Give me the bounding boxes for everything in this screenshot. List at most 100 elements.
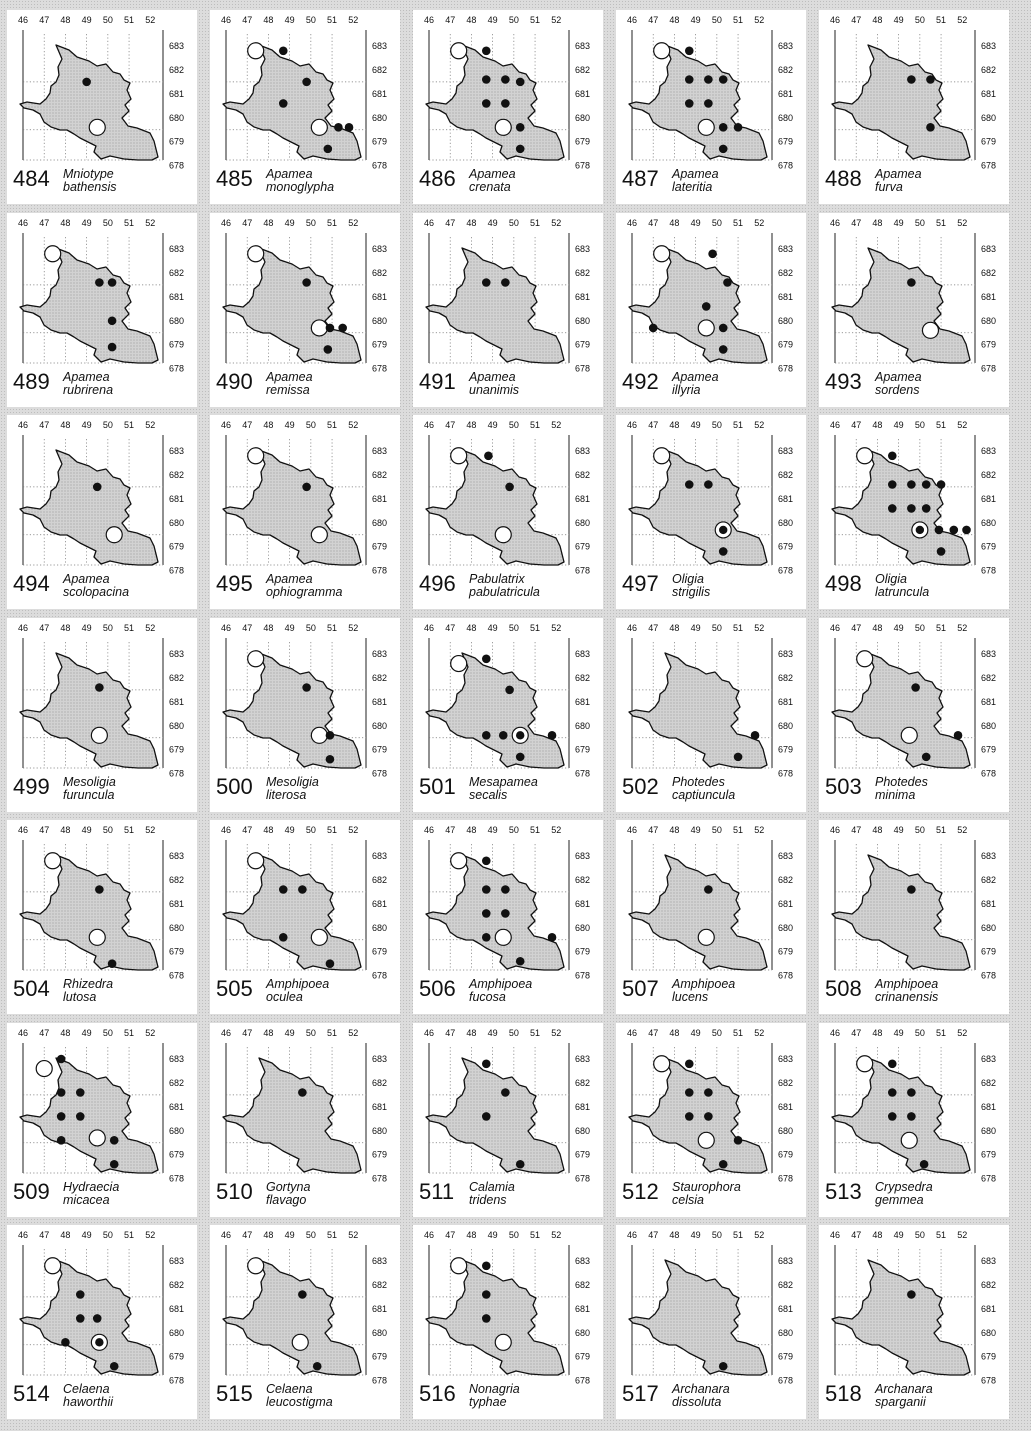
northing-label: 678	[169, 1173, 184, 1182]
easting-label: 51	[530, 1028, 540, 1038]
specific-epithet: haworthii	[63, 1395, 114, 1409]
map-card-495: 46 47 48 49 50 51 52 683 682 681 680 679 678 495 Apame…	[210, 415, 400, 609]
easting-label: 52	[754, 1230, 764, 1240]
easting-label: 51	[530, 623, 540, 633]
genus-name: Apamea	[469, 369, 516, 384]
easting-label: 51	[124, 1230, 134, 1240]
recent-record-dot	[718, 1361, 728, 1371]
easting-label: 47	[39, 218, 49, 228]
old-record-circle	[310, 928, 328, 946]
easting-label: 50	[306, 15, 316, 25]
recent-record-dot	[92, 482, 102, 492]
recent-record-dot	[481, 1058, 491, 1068]
species-number: 487	[622, 166, 659, 191]
species-name: Gortyna flavago	[266, 1180, 310, 1207]
county-outline	[831, 44, 971, 161]
northing-label: 678	[575, 971, 590, 980]
northing-label: 682	[372, 875, 387, 885]
easting-label: 49	[691, 1230, 701, 1240]
easting-label: 48	[466, 15, 476, 25]
recent-record-dot	[323, 344, 333, 354]
species-name: Amphipoea fucosa	[469, 978, 532, 1004]
easting-label: 48	[263, 1230, 273, 1240]
recent-record-dot	[302, 277, 311, 287]
recent-record-dot	[684, 1111, 694, 1121]
easting-label: 49	[894, 825, 904, 835]
distribution-map: 46 47 48 49 50 51 52 683 682 681 680 679 678	[627, 1230, 793, 1385]
easting-label: 47	[851, 1230, 861, 1240]
easting-label: 49	[82, 15, 92, 25]
northing-label: 680	[778, 1328, 793, 1338]
northing-label: 678	[981, 768, 996, 777]
recent-record-dot	[733, 1135, 743, 1145]
easting-label: 50	[509, 1230, 519, 1240]
distribution-map: 46 47 48 49 50 51 52 683 682 681 680 679 678	[424, 218, 590, 373]
northing-label: 683	[778, 1256, 793, 1266]
northing-label: 683	[981, 41, 996, 51]
recent-record-dot	[302, 482, 311, 492]
species-name: Amphipoea crinanensis	[875, 978, 938, 1004]
northing-label: 682	[778, 1280, 793, 1290]
northing-label: 682	[169, 672, 184, 682]
northing-label: 681	[169, 696, 184, 706]
map-card-502: 46 47 48 49 50 51 52 683 682 681 680 679 678 502 Phote…	[616, 617, 806, 812]
species-name: Celaena haworthii	[63, 1383, 113, 1409]
easting-label: 46	[627, 15, 637, 25]
easting-label: 51	[733, 218, 743, 228]
easting-label: 49	[285, 825, 295, 835]
easting-label: 51	[530, 825, 540, 835]
distribution-map: 46 47 48 49 50 51 52 683 682 681 680 679 678	[830, 420, 996, 575]
recent-record-dot	[921, 752, 931, 761]
map-card-513: 46 47 48 49 50 51 52 683 682 681 680 679 678 513 Cryps…	[819, 1022, 1009, 1217]
species-name: Apamea remissa	[266, 369, 313, 397]
northing-label: 679	[169, 1149, 184, 1159]
distribution-map: 46 47 48 49 50 51 52 683 682 681 680 679 678	[221, 218, 387, 373]
northing-label: 681	[981, 1101, 996, 1111]
easting-label: 46	[221, 15, 231, 25]
easting-label: 49	[894, 1028, 904, 1038]
species-number: 512	[622, 1178, 659, 1204]
easting-label: 52	[754, 1028, 764, 1038]
species-number: 494	[13, 571, 50, 596]
easting-label: 52	[957, 218, 967, 228]
specific-epithet: dissoluta	[672, 1395, 722, 1409]
easting-label: 50	[103, 623, 113, 633]
northing-label: 680	[575, 1328, 590, 1338]
distribution-map: 46 47 48 49 50 51 52 683 682 681 680 679 678	[424, 15, 590, 170]
species-name: Apamea scolopacina	[63, 573, 129, 599]
easting-label: 48	[466, 1028, 476, 1038]
easting-label: 49	[82, 1230, 92, 1240]
easting-label: 46	[221, 420, 231, 430]
distribution-map: 46 47 48 49 50 51 52 683 682 681 680 679 678	[627, 420, 793, 575]
easting-label: 48	[263, 623, 273, 633]
species-name: Apamea lateritia	[672, 168, 719, 194]
easting-label: 51	[124, 420, 134, 430]
map-card-512: 46 47 48 49 50 51 52 683 682 681 680 679 678 512 Staur…	[616, 1022, 806, 1217]
species-number: 495	[216, 571, 253, 596]
northing-label: 679	[778, 1352, 793, 1362]
species-number: 497	[622, 571, 659, 596]
distribution-map: 46 47 48 49 50 51 52 683 682 681 680 679 678	[18, 15, 184, 170]
map-card-503: 46 47 48 49 50 51 52 683 682 681 680 679 678 503 Phote…	[819, 617, 1009, 812]
northing-label: 680	[372, 1125, 387, 1135]
species-number: 496	[419, 571, 456, 596]
genus-name: Mesoligia	[63, 774, 116, 789]
easting-label: 49	[285, 1230, 295, 1240]
old-record-circle	[291, 1333, 309, 1351]
recent-record-dot	[481, 1290, 491, 1299]
northing-label: 679	[372, 1149, 387, 1159]
easting-label: 51	[733, 1028, 743, 1038]
easting-label: 51	[327, 420, 337, 430]
northing-label: 682	[169, 267, 184, 277]
easting-label: 49	[82, 623, 92, 633]
genus-name: Apamea	[266, 369, 313, 384]
map-card-517: 46 47 48 49 50 51 52 683 682 681 680 679 678 517 Archa…	[616, 1225, 806, 1419]
distribution-map: 46 47 48 49 50 51 52 683 682 681 680 679 678	[221, 825, 387, 980]
northing-label: 678	[981, 566, 996, 575]
easting-label: 47	[242, 218, 252, 228]
county-outline	[628, 1056, 768, 1174]
recent-record-dot	[718, 1159, 728, 1169]
easting-label: 50	[509, 420, 519, 430]
northing-label: 679	[169, 744, 184, 754]
distribution-map: 46 47 48 49 50 51 52 683 682 681 680 679 678	[18, 1230, 184, 1385]
